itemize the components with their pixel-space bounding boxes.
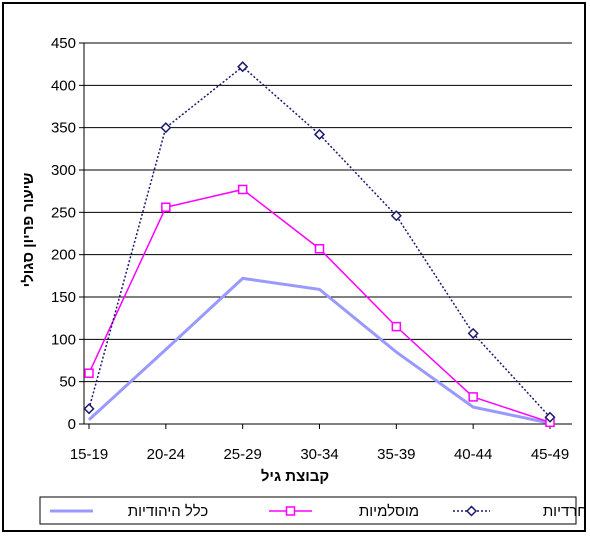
data-point — [84, 368, 94, 378]
series-line — [87, 276, 551, 425]
x-tick-label: 25-29 — [223, 446, 261, 463]
legend-item-1: מוסלמיות — [269, 503, 419, 520]
data-point — [544, 411, 556, 423]
y-tick-label: 300 — [51, 162, 76, 179]
series-line — [88, 65, 551, 418]
x-tick-label: 35-39 — [377, 446, 415, 463]
legend: חרדיות מוסלמיות כלל היהודיות — [39, 496, 587, 525]
y-axis-ticks: 0 50 100 150 200 250 300 350 400 450 — [51, 35, 84, 433]
legend-marker — [465, 505, 478, 517]
data-point — [237, 61, 249, 73]
data-point — [468, 392, 478, 402]
y-tick-label: 50 — [59, 374, 76, 391]
x-tick-label: 45-49 — [531, 446, 569, 463]
series-1 — [84, 184, 555, 428]
gridlines — [83, 42, 572, 425]
data-point — [237, 184, 248, 195]
x-axis-ticks: 15-19 20-24 25-29 30-34 35-39 40-44 45-49 — [70, 424, 569, 463]
y-tick-label: 100 — [51, 331, 76, 348]
series-2 — [87, 276, 551, 425]
y-tick-label: 250 — [51, 204, 76, 221]
series-line — [88, 188, 551, 424]
legend-label: חרדיות — [543, 503, 587, 520]
series-lines — [83, 61, 556, 428]
data-point — [313, 128, 326, 141]
x-tick-label: 40-44 — [454, 446, 492, 463]
y-tick-label: 200 — [51, 247, 76, 264]
y-tick-label: 450 — [51, 35, 76, 52]
x-axis-title: קבוצת גיל — [261, 468, 329, 485]
legend-label: מוסלמיות — [359, 503, 419, 520]
y-axis-title: שיעור פריון סגולי — [20, 173, 37, 288]
legend-label: כלל היהודיות — [128, 503, 209, 520]
data-point — [161, 202, 171, 213]
legend-item-2: כלל היהודיות — [50, 503, 208, 520]
data-point — [467, 327, 479, 339]
y-tick-label: 400 — [51, 77, 76, 94]
chart-frame — [2, 2, 586, 532]
x-tick-label: 30-34 — [300, 446, 338, 463]
series-0 — [83, 61, 556, 423]
data-point — [160, 122, 172, 134]
data-point — [390, 210, 402, 222]
legend-item-0: חרדיות — [453, 503, 587, 520]
x-tick-label: 20-24 — [147, 446, 185, 463]
y-tick-label: 0 — [68, 416, 76, 433]
data-point — [83, 403, 95, 415]
y-tick-label: 350 — [51, 120, 76, 137]
x-tick-label: 15-19 — [70, 446, 108, 463]
data-point — [314, 243, 325, 254]
y-tick-label: 150 — [51, 289, 76, 306]
legend-marker — [285, 506, 296, 516]
data-point — [391, 321, 402, 332]
